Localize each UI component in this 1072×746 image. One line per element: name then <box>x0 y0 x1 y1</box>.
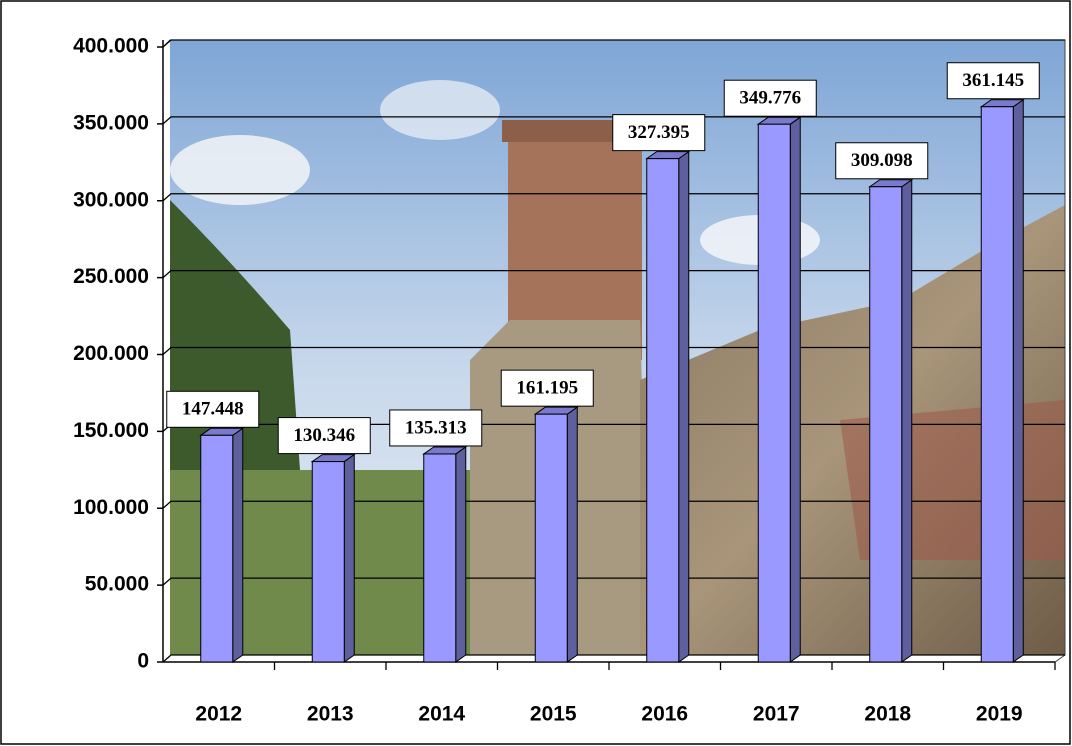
bar-face <box>311 461 345 663</box>
bar-face <box>980 106 1014 663</box>
bar <box>756 116 802 663</box>
value-label-box <box>277 417 371 455</box>
bar <box>199 427 245 663</box>
y-tick-label: 150.000 <box>73 419 149 442</box>
bar <box>533 406 579 663</box>
x-tick-label: 2013 <box>307 703 354 726</box>
value-label-box <box>612 114 706 152</box>
value-label: 161.195 <box>516 378 578 399</box>
value-label-box <box>500 369 594 407</box>
bar <box>868 178 914 663</box>
bar-face <box>423 453 457 663</box>
x-tick-label: 2014 <box>418 703 465 726</box>
bar-face <box>869 186 903 663</box>
grid-line <box>162 116 1065 125</box>
x-tick-label: 2016 <box>641 703 688 726</box>
y-tick-label: 250.000 <box>73 265 149 288</box>
y-tick-label: 0 <box>137 650 149 673</box>
value-label: 135.313 <box>405 417 467 438</box>
y-tick-label: 400.000 <box>73 35 149 58</box>
x-tick-label: 2017 <box>753 703 800 726</box>
bar-face <box>232 427 244 663</box>
bar-face <box>757 123 791 663</box>
value-label: 349.776 <box>739 88 801 109</box>
bar-face <box>343 453 355 663</box>
bar-face <box>789 116 801 663</box>
bar-face <box>566 406 578 663</box>
x-tick-label: 2018 <box>864 703 911 726</box>
grid-line <box>162 39 1065 48</box>
bar <box>310 453 356 663</box>
bar-face <box>200 434 234 663</box>
bar-face <box>1012 98 1024 663</box>
x-tick-label: 2019 <box>976 703 1023 726</box>
value-label: 147.448 <box>182 399 244 420</box>
value-label-box <box>723 79 817 117</box>
value-label: 361.145 <box>962 70 1024 91</box>
value-label-box <box>389 409 483 447</box>
bar <box>645 150 691 663</box>
value-label-box <box>946 62 1040 100</box>
value-label: 309.098 <box>851 150 913 171</box>
bar-face <box>901 178 913 663</box>
y-tick-label: 200.000 <box>73 342 149 365</box>
y-tick-label: 50.000 <box>85 573 149 596</box>
bar-face <box>646 158 680 663</box>
bar <box>979 98 1025 663</box>
x-tick-label: 2012 <box>195 703 242 726</box>
y-tick-label: 300.000 <box>73 188 149 211</box>
bar <box>422 445 468 663</box>
value-label: 327.395 <box>628 122 690 143</box>
value-label-box <box>835 142 929 180</box>
value-label-box <box>166 390 260 428</box>
x-tick-label: 2015 <box>530 703 577 726</box>
y-tick-label: 100.000 <box>73 496 149 519</box>
bar-face <box>534 413 568 663</box>
bar-face <box>678 150 690 663</box>
y-tick-label: 350.000 <box>73 111 149 134</box>
value-label: 130.346 <box>293 425 355 446</box>
bar-face <box>455 445 467 663</box>
